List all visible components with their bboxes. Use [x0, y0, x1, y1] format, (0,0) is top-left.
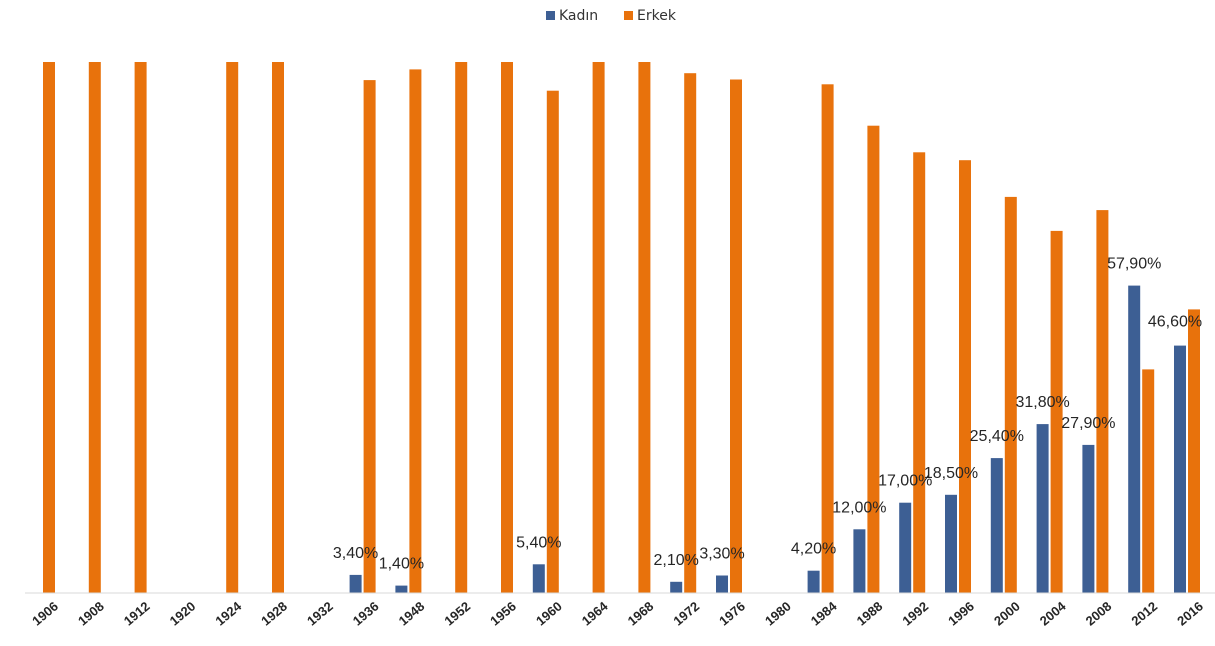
data-label-kadin-1996: 18,50% — [924, 465, 978, 482]
bar-erkek-1906 — [43, 62, 55, 593]
x-tick-label-1984: 1984 — [808, 598, 840, 629]
bar-erkek-1968 — [638, 62, 651, 593]
x-tick-label-1924: 1924 — [212, 598, 244, 629]
data-label-kadin-1960: 5,40% — [516, 534, 561, 551]
bar-erkek-1908 — [88, 62, 101, 593]
x-tick-label-1960: 1960 — [533, 599, 565, 629]
bar-erkek-1948 — [409, 69, 422, 593]
bar-erkek-2004 — [1050, 230, 1063, 593]
bar-erkek-1960 — [546, 90, 559, 593]
data-label-kadin-1992: 17,00% — [878, 473, 932, 490]
x-tick-label-1992: 1992 — [899, 599, 931, 629]
bar-kadin-2012 — [1128, 285, 1141, 593]
bar-kadin-1936 — [349, 574, 362, 593]
bar-kadin-2008 — [1082, 444, 1095, 593]
bar-erkek-1964 — [592, 62, 605, 593]
bar-kadin-2000 — [990, 458, 1003, 593]
x-tick-label-2016: 2016 — [1174, 599, 1206, 629]
bar-erkek-1984 — [821, 84, 834, 594]
bar-erkek-2016 — [1188, 309, 1200, 593]
legend-swatch-erkek — [624, 11, 633, 20]
bar-erkek-1956 — [501, 62, 513, 593]
legend-swatch-kadin — [546, 11, 555, 20]
x-tick-label-1906: 1906 — [29, 599, 61, 629]
bar-erkek-1936 — [363, 80, 376, 594]
x-tick-label-1980: 1980 — [762, 599, 794, 629]
bars — [43, 62, 1200, 594]
x-tick-labels: 1906 1908 1912 1920 1924 1928 1932 1936 1948 1952… — [29, 598, 1206, 629]
x-tick-label-2008: 2008 — [1083, 599, 1115, 629]
data-labels: 3,40%1,40% 5,40% 2,10% 3,30% 4,20% 12,00% 17,0… — [333, 256, 1202, 573]
x-tick-label-2004: 2004 — [1037, 598, 1069, 629]
legend: Kadın Erkek — [546, 8, 677, 24]
data-label-kadin-1984: 4,20% — [791, 541, 836, 558]
x-tick-label-1936: 1936 — [350, 599, 382, 629]
data-label-kadin-2008: 27,90% — [1061, 415, 1115, 432]
x-tick-label-2000: 2000 — [991, 599, 1023, 629]
x-tick-label-1988: 1988 — [854, 599, 886, 629]
bar-erkek-2012 — [1142, 369, 1155, 593]
x-tick-label-1996: 1996 — [945, 599, 977, 629]
data-label-kadin-2012: 57,90% — [1107, 256, 1161, 273]
bar-erkek-1976 — [730, 79, 742, 593]
data-label-kadin-1972: 2,10% — [654, 552, 699, 569]
bar-kadin-1988 — [853, 529, 866, 593]
bar-kadin-2004 — [1036, 424, 1049, 593]
x-tick-label-1952: 1952 — [441, 599, 473, 629]
x-tick-label-1928: 1928 — [258, 599, 290, 629]
bar-kadin-1976 — [716, 575, 728, 593]
bar-kadin-1992 — [899, 502, 912, 593]
x-tick-label-1908: 1908 — [75, 599, 107, 629]
data-label-kadin-1948: 1,40% — [379, 556, 424, 573]
x-tick-label-1932: 1932 — [304, 599, 336, 629]
data-label-kadin-1988: 12,00% — [832, 499, 886, 516]
data-label-kadin-2004: 31,80% — [1015, 394, 1069, 411]
x-tick-label-1948: 1948 — [396, 599, 428, 629]
bar-erkek-1988 — [867, 125, 880, 593]
x-tick-label-1972: 1972 — [670, 599, 702, 629]
x-tick-label-1912: 1912 — [121, 599, 153, 629]
bar-erkek-1924 — [226, 62, 239, 593]
bar-erkek-1952 — [455, 62, 468, 593]
x-tick-label-1964: 1964 — [579, 598, 611, 629]
bar-erkek-1928 — [272, 62, 284, 593]
data-label-kadin-1936: 3,40% — [333, 545, 378, 562]
legend-label-kadin: Kadın — [559, 8, 598, 24]
bar-kadin-1996 — [945, 494, 957, 593]
bar-erkek-1996 — [959, 160, 971, 593]
bar-erkek-1912 — [134, 62, 147, 593]
x-tick-label-1920: 1920 — [167, 599, 199, 629]
x-tick-label-2012: 2012 — [1128, 599, 1160, 629]
bar-erkek-2000 — [1004, 196, 1017, 593]
data-label-kadin-2016: 46,60% — [1148, 314, 1202, 331]
x-tick-label-1968: 1968 — [625, 599, 657, 629]
bar-erkek-2008 — [1096, 210, 1109, 593]
bar-kadin-1972 — [670, 581, 683, 593]
x-tick-label-1956: 1956 — [487, 599, 519, 629]
bar-erkek-1992 — [913, 152, 926, 594]
x-tick-label-1976: 1976 — [716, 599, 748, 629]
bar-kadin-2016 — [1174, 345, 1186, 593]
bar-kadin-1984 — [807, 570, 820, 593]
bar-kadin-1960 — [532, 564, 545, 593]
bar-kadin-1948 — [395, 585, 408, 593]
data-label-kadin-2000: 25,40% — [970, 428, 1024, 445]
data-label-kadin-1976: 3,30% — [699, 546, 744, 563]
legend-label-erkek: Erkek — [637, 8, 677, 24]
bar-erkek-1972 — [684, 73, 697, 593]
